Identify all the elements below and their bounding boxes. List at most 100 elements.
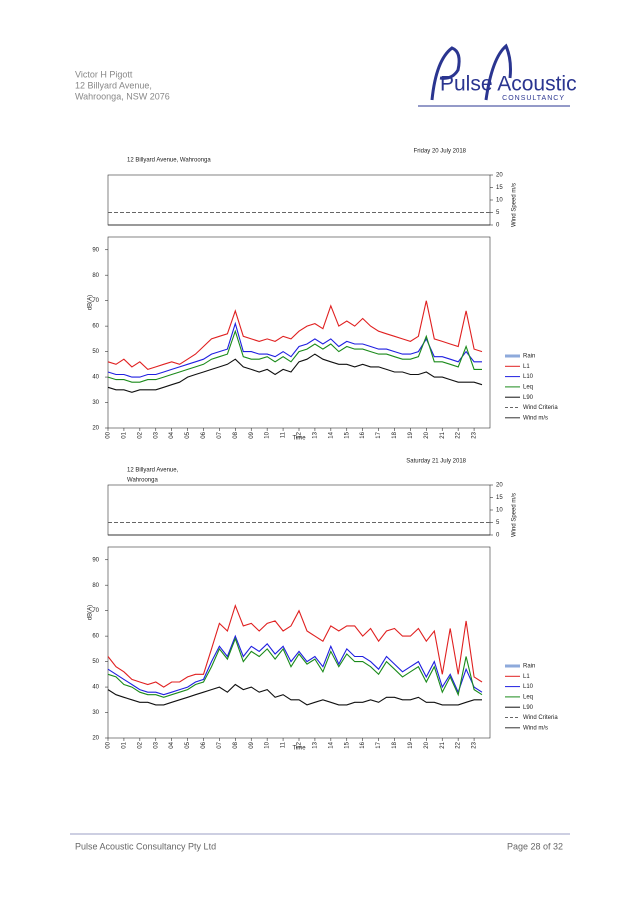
series-line	[107, 637, 483, 698]
x-tick-label: 23	[472, 431, 478, 438]
logo-mark	[484, 43, 512, 101]
x-tick-label: 23	[472, 741, 478, 748]
wind-panel	[107, 484, 491, 536]
x-axis-label: Time	[292, 746, 306, 752]
y-tick-label: 50	[92, 659, 99, 665]
series-line	[107, 603, 483, 688]
y-tick-label: 70	[92, 298, 99, 304]
legend-label: Leq	[523, 384, 533, 390]
series-line	[107, 353, 483, 393]
x-tick-label: 17	[376, 741, 382, 748]
x-tick-label: 00	[106, 431, 112, 438]
x-tick-label: 02	[137, 741, 143, 748]
x-tick-label: 11	[281, 741, 287, 748]
legend-label: L90	[523, 705, 534, 711]
chart-subtitle: 12 Billyard Avenue, Wahroonga	[127, 158, 211, 164]
series-line	[107, 634, 483, 696]
x-tick-label: 08	[233, 431, 239, 438]
y2-tick-label: 0	[496, 533, 500, 539]
series-line	[107, 300, 483, 371]
x-tick-label: 20	[424, 431, 430, 438]
x-tick-label: 00	[106, 741, 112, 748]
legend-label: L10	[523, 684, 534, 690]
x-tick-label: 01	[121, 741, 127, 748]
header-address: Victor H Pigott	[75, 69, 133, 79]
logo-subtext: CONSULTANCY	[502, 95, 565, 102]
x-tick-label: 04	[169, 741, 175, 748]
x-tick-label: 22	[456, 741, 462, 748]
chart-title: Saturday 21 July 2018	[406, 459, 466, 465]
x-tick-label: 16	[360, 741, 366, 748]
legend-label: L90	[523, 395, 534, 401]
x-tick-label: 06	[201, 431, 207, 438]
x-tick-label: 07	[217, 741, 223, 748]
y-tick-label: 50	[92, 349, 99, 355]
y-tick-label: 60	[92, 324, 99, 330]
x-tick-label: 08	[233, 741, 239, 748]
x-tick-label: 09	[249, 431, 255, 438]
series-line	[107, 683, 482, 706]
x-tick-label: 12	[297, 741, 303, 748]
y2-axis-label: Wind Speed m/s	[512, 493, 518, 537]
x-tick-label: 04	[169, 431, 175, 438]
x-tick-label: 16	[360, 431, 366, 438]
y2-tick-label: 5	[496, 210, 500, 216]
y-tick-label: 80	[92, 273, 99, 279]
x-tick-label: 17	[376, 431, 382, 438]
y2-tick-label: 20	[496, 173, 503, 179]
footer-company: Pulse Acoustic Consultancy Pty Ltd	[75, 841, 216, 851]
x-tick-label: 01	[121, 431, 127, 438]
x-tick-label: 22	[456, 431, 462, 438]
legend-label: Wind m/s	[523, 415, 548, 421]
x-tick-label: 20	[424, 741, 430, 748]
x-axis-label: Time	[292, 436, 306, 442]
x-tick-label: 05	[185, 431, 191, 438]
x-tick-label: 02	[137, 431, 143, 438]
y2-tick-label: 5	[496, 520, 500, 526]
chart-subtitle: Wahroonga	[127, 478, 158, 484]
wind-panel	[107, 174, 491, 226]
y-tick-label: 20	[92, 426, 99, 432]
x-tick-label: 19	[408, 431, 414, 438]
x-tick-label: 15	[344, 431, 350, 438]
legend-label: L1	[523, 674, 530, 680]
x-tick-label: 14	[328, 431, 334, 438]
x-tick-label: 21	[440, 431, 446, 438]
legend-label: Rain	[523, 664, 535, 670]
x-tick-label: 21	[440, 741, 446, 748]
y2-axis-label: Wind Speed m/s	[512, 183, 518, 227]
chart-title: Friday 20 July 2018	[414, 149, 467, 155]
legend-label: L1	[523, 364, 530, 370]
x-tick-label: 10	[265, 431, 271, 438]
y2-tick-label: 10	[496, 198, 503, 204]
x-tick-label: 14	[328, 741, 334, 748]
legend-label: Rain	[523, 354, 535, 360]
x-tick-label: 11	[281, 431, 287, 438]
y-tick-label: 70	[92, 608, 99, 614]
x-tick-label: 03	[153, 431, 159, 438]
x-tick-label: 09	[249, 741, 255, 748]
logo-mark	[430, 46, 461, 101]
x-tick-label: 03	[153, 741, 159, 748]
y-axis-label: dB(A)	[88, 295, 94, 310]
x-tick-label: 05	[185, 741, 191, 748]
y2-tick-label: 0	[496, 223, 500, 229]
x-tick-label: 12	[297, 431, 303, 438]
x-tick-label: 13	[312, 431, 318, 438]
series-line	[107, 321, 482, 378]
legend-label: Wind m/s	[523, 725, 548, 731]
y2-tick-label: 10	[496, 508, 503, 514]
chart-subtitle: 12 Billyard Avenue,	[127, 468, 179, 474]
header-address: Wahroonga, NSW 2076	[75, 91, 170, 101]
y2-tick-label: 20	[496, 483, 503, 489]
x-tick-label: 18	[392, 741, 398, 748]
y-tick-label: 80	[92, 583, 99, 589]
y-axis-label: dB(A)	[88, 605, 94, 620]
series-line	[107, 329, 482, 383]
x-tick-label: 10	[265, 741, 271, 748]
legend-label: Wind Criteria	[523, 715, 558, 721]
x-tick-label: 18	[392, 431, 398, 438]
x-tick-label: 15	[344, 741, 350, 748]
